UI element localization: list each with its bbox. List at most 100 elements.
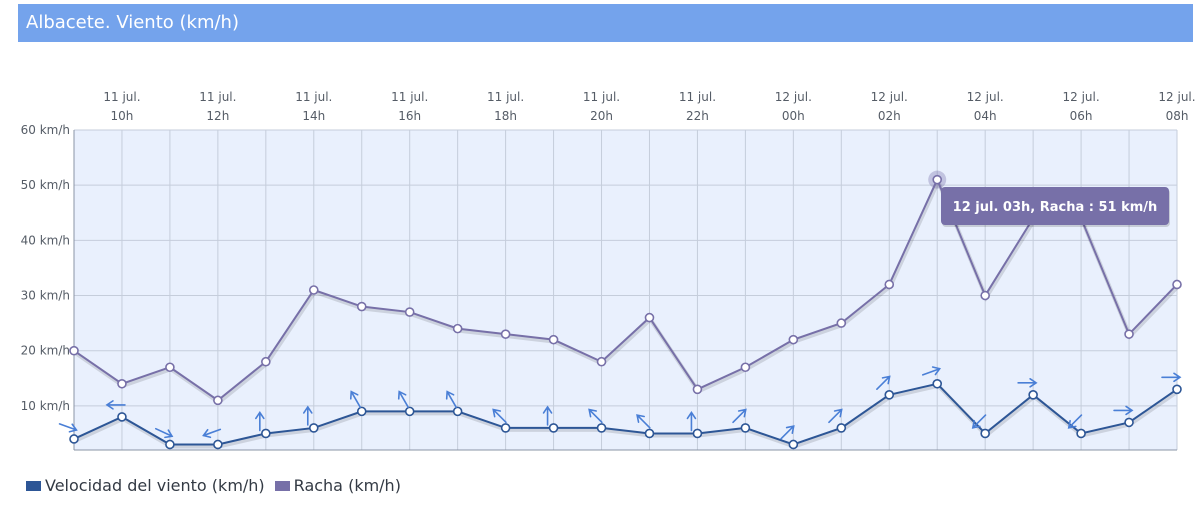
data-point-speed[interactable]: [644, 428, 655, 439]
data-point-speed[interactable]: [884, 390, 895, 400]
data-point-speed[interactable]: [1028, 390, 1038, 400]
tooltip-text: 12 jul. 03h, Racha : 51 km/h: [953, 200, 1158, 215]
data-point-gust[interactable]: [932, 174, 943, 185]
data-point-gust[interactable]: [308, 285, 319, 295]
x-tick-label: 04h: [974, 109, 997, 123]
x-tick-label: 11 jul.: [679, 90, 716, 104]
data-point-gust[interactable]: [740, 362, 751, 373]
x-tick-label: 16h: [398, 109, 421, 123]
data-point-gust[interactable]: [1124, 329, 1134, 339]
data-point-gust[interactable]: [404, 307, 415, 317]
wind-direction-arrow-icon: [58, 423, 78, 433]
wind-direction-arrow-icon: [1113, 405, 1134, 416]
chart-title: Albacete. Viento (km/h): [26, 12, 239, 33]
series-line-gust[interactable]: [73, 177, 1178, 402]
data-point-gust[interactable]: [165, 362, 175, 373]
x-tick-label: 10h: [111, 109, 134, 123]
data-point-gust[interactable]: [500, 329, 511, 339]
data-point-gust[interactable]: [213, 395, 223, 406]
series-line-gust-shadow: [73, 176, 1180, 405]
data-point-speed[interactable]: [500, 423, 511, 433]
y-tick-label: 10 km/h: [21, 399, 70, 413]
y-tick-label: 30 km/h: [21, 289, 70, 303]
x-tick-label: 18h: [494, 109, 517, 123]
data-point-speed[interactable]: [788, 439, 799, 450]
data-point-speed[interactable]: [596, 423, 607, 433]
wind-direction-arrow-icon: [1017, 378, 1038, 388]
wind-direction-arrow-icon: [876, 375, 891, 390]
legend-swatch-gust: [274, 480, 290, 491]
x-tick-label: 11 jul.: [103, 90, 140, 104]
x-tick-label: 00h: [782, 109, 805, 123]
data-point-speed[interactable]: [1172, 384, 1182, 395]
wind-direction-arrow-icon: [780, 425, 795, 440]
data-point-gust[interactable]: [548, 334, 559, 345]
x-tick-label: 06h: [1070, 109, 1093, 123]
data-point-speed[interactable]: [980, 428, 990, 439]
data-point-speed[interactable]: [548, 423, 559, 433]
legend-item-gust[interactable]: Racha (km/h): [274, 476, 401, 495]
data-point-speed[interactable]: [404, 406, 415, 417]
legend-item-speed[interactable]: Velocidad del viento (km/h): [26, 476, 265, 495]
data-point-speed[interactable]: [261, 428, 271, 439]
series-line-speed[interactable]: [73, 382, 1178, 446]
data-point-gust[interactable]: [1172, 279, 1182, 290]
wind-direction-arrow-icon: [445, 390, 457, 408]
data-point-gust[interactable]: [884, 279, 895, 290]
data-point-speed[interactable]: [117, 412, 127, 422]
data-point-gust[interactable]: [452, 323, 463, 334]
x-tick-label: 11 jul.: [583, 90, 620, 104]
data-point-gust[interactable]: [644, 312, 655, 323]
wind-direction-arrow-icon: [636, 414, 651, 429]
wind-direction-arrow-icon: [1161, 372, 1182, 383]
wind-direction-arrow-icon: [302, 405, 313, 426]
data-point-gust[interactable]: [788, 334, 799, 345]
y-tick-label: 60 km/h: [21, 123, 70, 137]
y-tick-label: 20 km/h: [21, 344, 70, 358]
data-point-speed[interactable]: [932, 378, 943, 389]
data-point-speed[interactable]: [165, 439, 175, 450]
data-point-gust[interactable]: [836, 318, 847, 328]
wind-direction-arrow-icon: [828, 408, 843, 424]
wind-direction-arrow-icon: [686, 411, 697, 432]
x-tick-label: 11 jul.: [487, 90, 524, 104]
wind-direction-arrow-icon: [202, 428, 222, 439]
data-point-speed[interactable]: [308, 423, 319, 433]
legend-label-gust: Racha (km/h): [293, 476, 401, 495]
data-point-gust[interactable]: [692, 384, 703, 395]
wind-direction-arrow-icon: [542, 405, 553, 426]
wind-direction-arrow-icon: [588, 408, 603, 424]
data-point-gust[interactable]: [117, 378, 127, 389]
wind-chart[interactable]: 10 km/h 20 km/h 30 km/h 40 km/h 50 km/h 60 km…: [0, 0, 1200, 470]
plot-area: [74, 130, 1177, 450]
data-point-gust[interactable]: [356, 301, 367, 312]
legend-label-speed: Velocidad del viento (km/h): [45, 476, 265, 495]
data-point-speed[interactable]: [213, 439, 223, 450]
x-tick-label: 14h: [302, 109, 325, 123]
wind-direction-arrow-icon: [1067, 414, 1083, 429]
x-tick-label: 11 jul.: [295, 90, 332, 104]
data-point-speed[interactable]: [740, 423, 751, 433]
y-tick-label: 40 km/h: [21, 233, 70, 247]
x-tick-label: 12 jul.: [1063, 90, 1100, 104]
data-point-speed[interactable]: [1076, 428, 1086, 439]
wind-direction-arrow-icon: [255, 411, 265, 432]
data-point-speed[interactable]: [692, 428, 703, 439]
data-point-gust[interactable]: [596, 356, 607, 367]
x-tick-label: 12 jul.: [775, 90, 812, 104]
legend-swatch-speed: [26, 480, 41, 491]
data-point-speed[interactable]: [356, 406, 367, 417]
data-point-speed[interactable]: [452, 406, 463, 417]
x-tick-label: 08h: [1166, 109, 1189, 123]
data-point-speed[interactable]: [69, 434, 79, 444]
x-tick-label: 22h: [686, 109, 709, 123]
chart-legend: Velocidad del viento (km/h) Racha (km/h): [26, 476, 411, 495]
data-point-gust[interactable]: [261, 356, 271, 367]
data-point-speed[interactable]: [1124, 417, 1134, 428]
data-point-gust[interactable]: [980, 290, 990, 301]
wind-direction-arrow-icon: [732, 408, 747, 424]
data-point-gust[interactable]: [69, 345, 79, 356]
data-point-speed[interactable]: [836, 423, 847, 433]
x-tick-label: 12 jul.: [1158, 90, 1195, 104]
x-tick-label: 12 jul.: [967, 90, 1004, 104]
